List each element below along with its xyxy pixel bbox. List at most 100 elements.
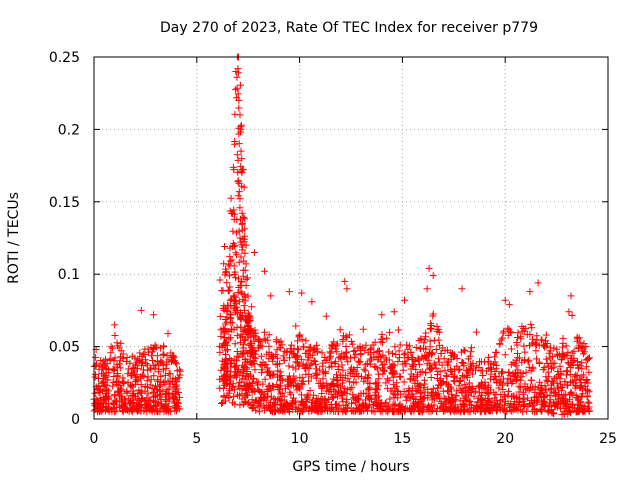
data-point: [321, 395, 329, 403]
data-point: [233, 352, 241, 360]
data-point: [486, 375, 494, 383]
data-point: [407, 375, 414, 383]
data-point: [372, 363, 380, 371]
data-point: [488, 407, 496, 415]
data-point: [135, 357, 143, 365]
data-point: [469, 370, 477, 378]
data-point: [556, 375, 564, 383]
data-point: [241, 266, 249, 274]
data-point: [527, 320, 535, 328]
data-point: [434, 368, 442, 375]
data-point: [582, 363, 590, 371]
data-point: [116, 357, 124, 365]
data-point: [111, 391, 119, 399]
data-point: [234, 178, 242, 186]
data-point: [586, 354, 593, 362]
data-point: [461, 396, 469, 404]
data-point: [160, 379, 168, 386]
data-point: [235, 353, 243, 361]
data-point: [163, 360, 171, 368]
data-point: [226, 355, 234, 362]
data-point: [226, 253, 234, 261]
data-point: [327, 382, 335, 390]
data-point: [329, 394, 337, 402]
data-point: [350, 373, 358, 380]
data-point: [260, 328, 268, 336]
data-point: [450, 408, 458, 416]
data-point: [176, 366, 184, 374]
data-point: [375, 396, 383, 404]
data-point: [470, 392, 478, 400]
data-point: [379, 338, 387, 346]
data-point: [241, 215, 249, 223]
data-point: [106, 356, 114, 364]
data-point: [261, 375, 269, 383]
data-point: [333, 348, 341, 356]
data-point: [230, 242, 238, 250]
data-point: [334, 407, 342, 415]
data-point: [277, 372, 285, 380]
data-point: [403, 393, 411, 401]
data-point: [571, 373, 579, 381]
data-point: [316, 366, 324, 374]
data-point: [287, 341, 295, 349]
data-point: [276, 344, 284, 352]
data-point: [339, 390, 346, 398]
data-point: [227, 194, 235, 202]
data-point: [492, 348, 500, 356]
data-point: [137, 374, 145, 382]
data-point: [358, 373, 365, 381]
data-point: [448, 370, 456, 378]
data-point: [359, 325, 367, 333]
data-point: [223, 380, 231, 388]
data-point: [385, 348, 393, 356]
data-point: [318, 383, 326, 391]
data-point: [543, 340, 551, 347]
data-point: [396, 372, 404, 380]
data-point: [370, 349, 378, 356]
data-point: [225, 374, 233, 382]
data-point: [336, 326, 344, 334]
data-point: [339, 353, 347, 361]
data-point: [556, 362, 564, 370]
data-point: [557, 368, 565, 376]
data-point: [235, 179, 243, 187]
data-point: [222, 269, 230, 277]
data-point: [91, 389, 99, 397]
data-point: [91, 373, 99, 381]
data-point: [484, 358, 492, 366]
data-point: [466, 384, 474, 392]
x-tick-label: 5: [192, 431, 201, 447]
data-point: [510, 373, 518, 380]
data-point: [273, 381, 281, 389]
data-point: [169, 395, 177, 403]
data-point: [352, 395, 360, 403]
data-point: [535, 360, 543, 367]
data-point: [366, 380, 374, 387]
data-point: [150, 403, 158, 411]
data-point: [274, 367, 282, 375]
data-point: [160, 342, 168, 350]
data-point: [299, 343, 307, 351]
data-point: [455, 382, 463, 390]
data-point: [562, 390, 570, 398]
data-point: [574, 395, 582, 403]
data-point: [525, 386, 533, 394]
data-point: [265, 342, 273, 350]
data-point: [531, 388, 539, 396]
data-point: [228, 360, 236, 368]
data-point: [461, 380, 469, 388]
y-axis-label: ROTI / TECUs: [6, 192, 22, 284]
data-point: [402, 392, 410, 400]
data-point: [263, 350, 271, 358]
data-point: [222, 347, 230, 355]
data-point: [404, 354, 412, 361]
data-point: [237, 128, 244, 136]
data-point: [322, 379, 330, 387]
data-point: [233, 324, 241, 332]
data-point: [490, 376, 498, 384]
data-point: [245, 373, 252, 381]
data-point: [420, 394, 428, 402]
data-point: [501, 296, 509, 304]
data-point: [451, 401, 459, 409]
